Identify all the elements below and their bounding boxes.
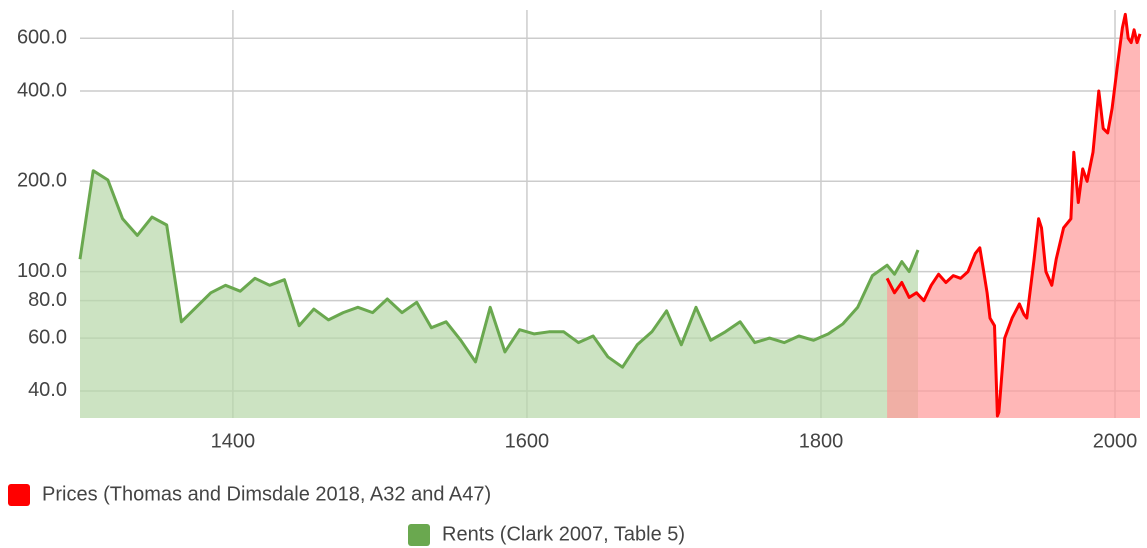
y-tick-label: 600.0 bbox=[17, 26, 67, 48]
series-area bbox=[80, 170, 918, 418]
y-tick-label: 400.0 bbox=[17, 79, 67, 101]
y-tick-label: 60.0 bbox=[28, 326, 67, 348]
series-line bbox=[885, 12, 1142, 418]
x-tick-label: 2000 bbox=[1093, 430, 1138, 452]
legend-swatch bbox=[8, 484, 30, 506]
x-tick-label: 1600 bbox=[505, 430, 550, 452]
legend-swatch bbox=[408, 524, 430, 546]
series-area bbox=[887, 14, 1140, 419]
x-tick-label: 1800 bbox=[799, 430, 844, 452]
legend-label: Rents (Clark 2007, Table 5) bbox=[442, 523, 685, 545]
x-tick-label: 1400 bbox=[211, 430, 256, 452]
y-tick-label: 200.0 bbox=[17, 170, 67, 192]
series-line bbox=[78, 169, 920, 369]
legend-label: Prices (Thomas and Dimsdale 2018, A32 an… bbox=[42, 483, 491, 505]
y-tick-label: 80.0 bbox=[28, 289, 67, 311]
y-tick-label: 100.0 bbox=[17, 260, 67, 282]
y-tick-label: 40.0 bbox=[28, 379, 67, 401]
